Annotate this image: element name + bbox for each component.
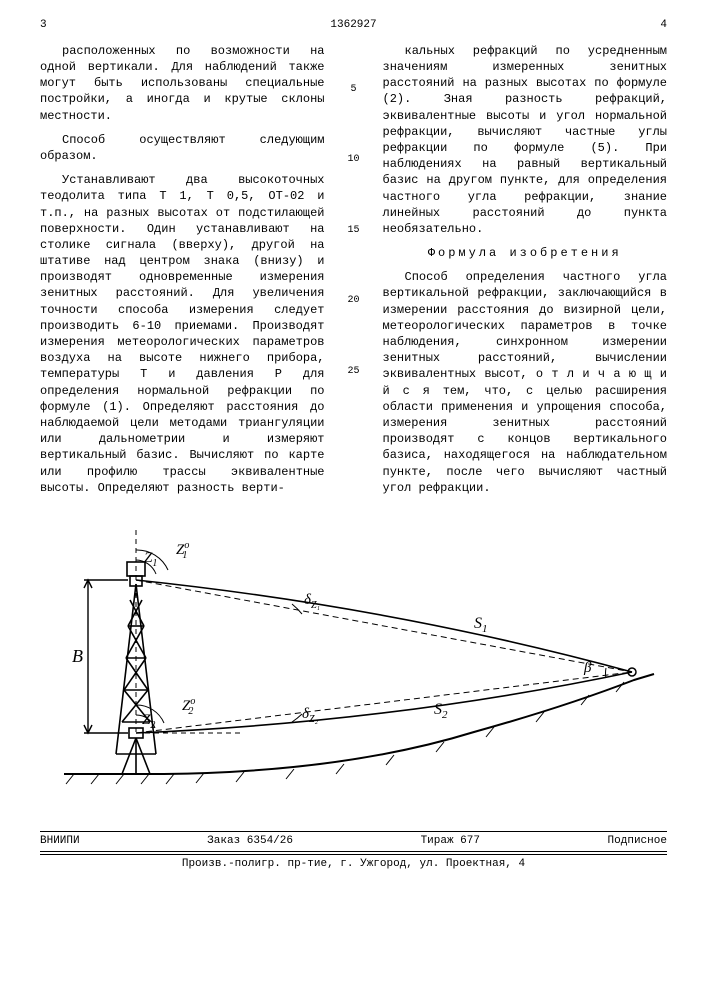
footer-sub: Подписное <box>608 834 667 849</box>
svg-text:Zo1: Zo1 <box>176 540 189 561</box>
right-p1: кальных рефракций по усредненным значени… <box>383 43 668 237</box>
ln-10: 10 <box>347 153 359 167</box>
footer: ВНИИПИ Заказ 6354/26 Тираж 677 Подписное <box>40 831 667 852</box>
line-numbers: 5 10 15 20 25 <box>347 43 361 504</box>
ln-20: 20 <box>347 294 359 308</box>
label-B: B <box>72 646 83 666</box>
tripod-icon <box>122 728 150 774</box>
ln-5: 5 <box>350 83 356 97</box>
page-header: 3 1362927 4 <box>40 18 667 33</box>
doc-number: 1362927 <box>330 18 376 33</box>
formula-title: Формула изобретения <box>383 245 668 261</box>
ln-15: 15 <box>347 224 359 238</box>
right-column: кальных рефракций по усредненным значени… <box>383 43 668 504</box>
left-p3: Устанавливают два высокоточных теодолита… <box>40 172 325 496</box>
svg-text:δZ₁: δZ₁ <box>304 592 320 611</box>
page-num-right: 4 <box>660 18 667 33</box>
label-beta: β <box>583 660 592 676</box>
svg-text:S1: S1 <box>474 615 488 635</box>
page-num-left: 3 <box>40 18 47 33</box>
footer-order: Заказ 6354/26 <box>207 834 293 849</box>
right-p2: Способ определения частного угла вертика… <box>383 269 668 496</box>
svg-text:Zo2: Zo2 <box>182 696 195 717</box>
refraction-diagram: B Z1 Zo1 Z2 Zo2 δZ₁ δZ₂ S1 S2 β <box>44 522 664 817</box>
text-columns: расположенных по возможности на одной ве… <box>40 43 667 504</box>
left-p2: Способ осуществляют следующим образом. <box>40 132 325 164</box>
footer-address: Произв.-полигр. пр-тие, г. Ужгород, ул. … <box>40 854 667 872</box>
footer-tirazh: Тираж 677 <box>421 834 480 849</box>
svg-text:Z2: Z2 <box>142 712 155 731</box>
left-p1: расположенных по возможности на одной ве… <box>40 43 325 124</box>
footer-org: ВНИИПИ <box>40 834 80 849</box>
ln-25: 25 <box>347 365 359 379</box>
left-column: расположенных по возможности на одной ве… <box>40 43 325 504</box>
